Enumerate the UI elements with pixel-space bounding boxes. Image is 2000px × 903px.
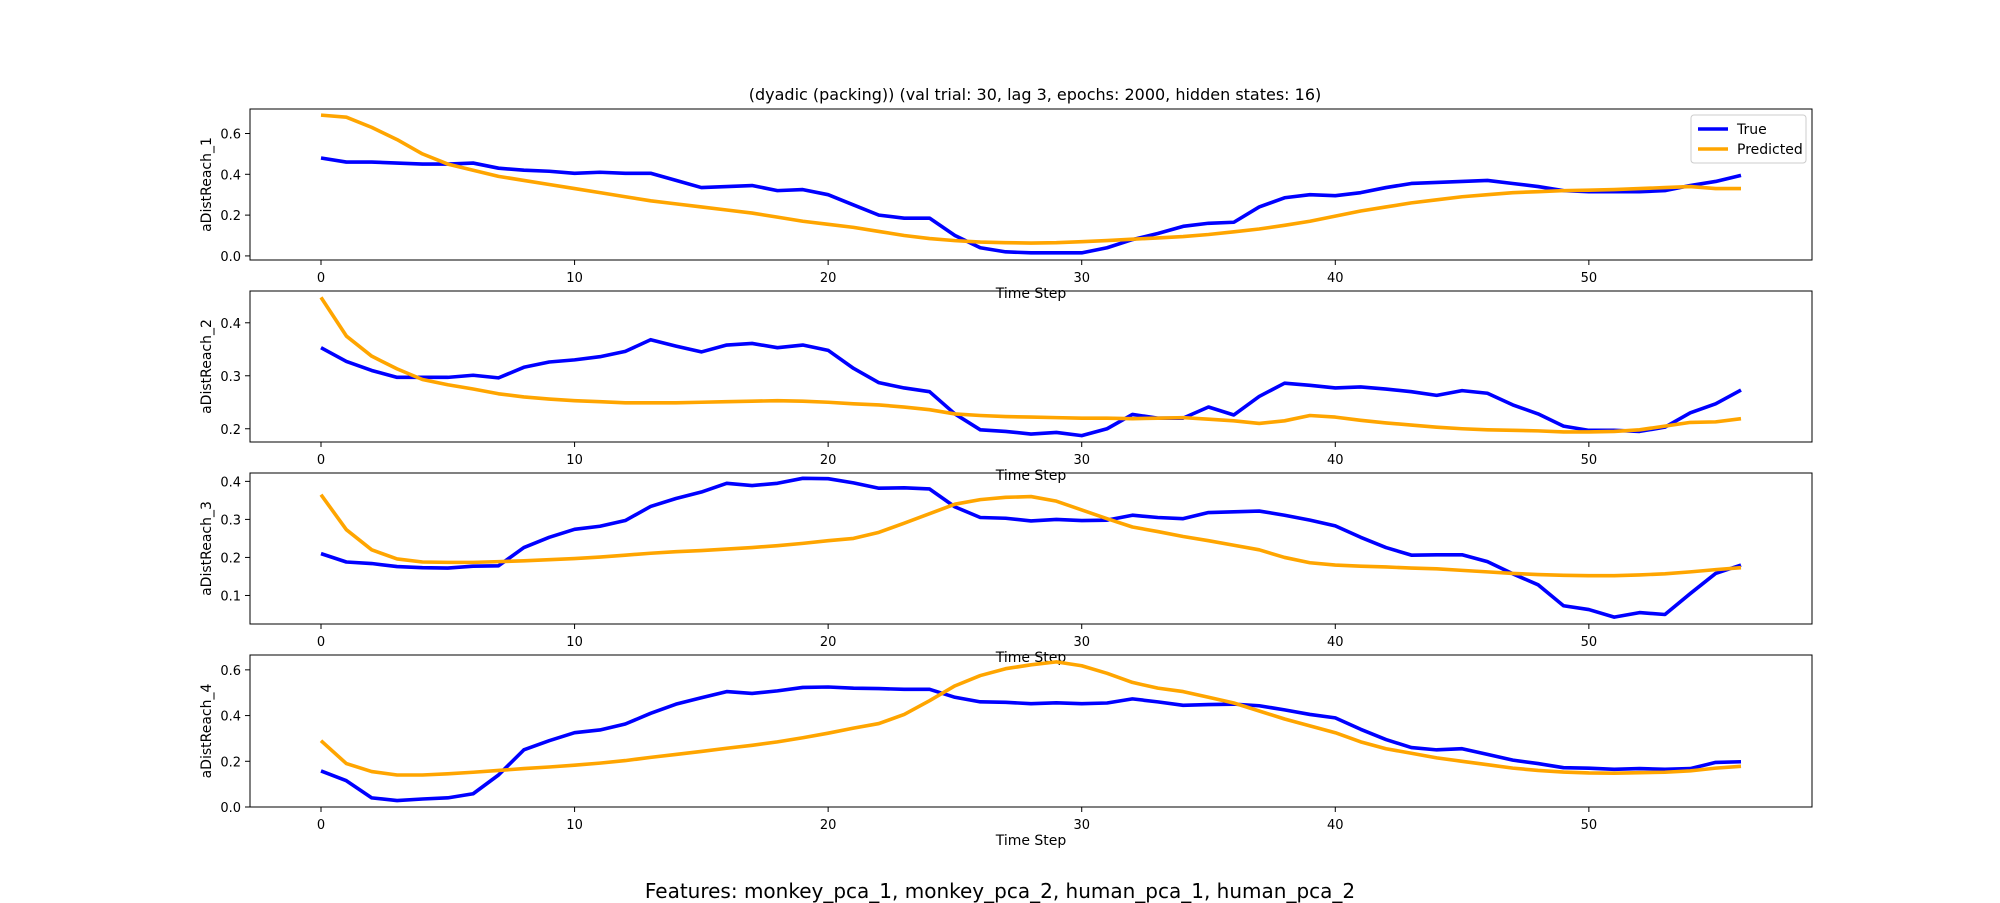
axes-frame — [249, 290, 1813, 443]
x-tick-label: 40 — [1327, 635, 1344, 650]
x-tick-label: 50 — [1581, 818, 1598, 833]
series-line-true — [320, 156, 1742, 255]
x-tick-label: 50 — [1581, 453, 1598, 468]
legend-box — [1690, 114, 1807, 164]
x-tick-label: 30 — [1073, 271, 1090, 286]
axes-frame — [249, 108, 1813, 261]
x-tick-label: 50 — [1581, 271, 1598, 286]
y-tick-label: 0.2 — [220, 423, 241, 438]
subplot-2: 0 10 20 30 40 50 0.2 0.3 0.4 Time Step aDistReach_… — [199, 290, 1813, 484]
y-tick-label: 0.6 — [220, 664, 241, 679]
y-axis-label: aDistReach_2 — [199, 319, 215, 414]
y-tick-label: 0.2 — [220, 755, 241, 770]
y-tick-label: 0.0 — [220, 250, 241, 265]
x-tick-label: 20 — [820, 453, 837, 468]
x-tick-label: 0 — [317, 453, 325, 468]
x-tick-label: 30 — [1073, 818, 1090, 833]
y-tick-label: 0.2 — [220, 209, 241, 224]
series-line-true — [320, 476, 1742, 619]
y-axis-label: aDistReach_4 — [199, 684, 215, 779]
axes-frame — [249, 654, 1813, 808]
subplot-4: 0 10 20 30 40 50 0.0 0.2 0.4 0.6 Time Step aDistRea… — [199, 654, 1813, 849]
x-tick-label: 0 — [317, 818, 325, 833]
x-tick-label: 10 — [566, 635, 583, 650]
y-tick-label: 0.3 — [220, 370, 241, 385]
axes-frame — [249, 472, 1813, 625]
x-tick-label: 30 — [1073, 453, 1090, 468]
x-tick-label: 40 — [1327, 271, 1344, 286]
x-axis-label: Time Step — [995, 286, 1067, 302]
series-line-predicted — [319, 296, 1742, 434]
x-tick-label: 40 — [1327, 453, 1344, 468]
y-tick-label: 0.4 — [220, 710, 241, 725]
x-axis-label: Time Step — [995, 833, 1067, 849]
y-tick-label: 0.0 — [220, 801, 241, 816]
y-tick-label: 0.4 — [220, 168, 241, 183]
x-tick-label: 0 — [317, 635, 325, 650]
y-tick-label: 0.6 — [220, 127, 241, 142]
legend-label-true: True — [1736, 122, 1767, 138]
series-line-predicted — [319, 493, 1742, 578]
y-axis-label: aDistReach_3 — [199, 501, 215, 596]
y-tick-label: 0.2 — [220, 551, 241, 566]
legend: True Predicted — [1690, 114, 1807, 164]
x-tick-label: 10 — [566, 271, 583, 286]
y-axis-label: aDistReach_1 — [199, 137, 215, 232]
x-tick-label: 0 — [317, 271, 325, 286]
x-tick-label: 20 — [820, 635, 837, 650]
subplot-1: 0 10 20 30 40 50 0.0 0.2 0.4 0.6 Time Step aDistRea… — [199, 108, 1813, 302]
y-tick-label: 0.1 — [220, 589, 241, 604]
series-line-predicted — [320, 113, 1741, 245]
x-tick-label: 30 — [1073, 635, 1090, 650]
series-line-true — [320, 337, 1742, 438]
y-tick-label: 0.3 — [220, 513, 241, 528]
series-line-true — [320, 685, 1742, 803]
x-tick-label: 50 — [1581, 635, 1598, 650]
legend-label-predicted: Predicted — [1737, 142, 1803, 158]
y-tick-label: 0.4 — [220, 317, 241, 332]
x-tick-label: 20 — [820, 818, 837, 833]
x-tick-label: 10 — [566, 818, 583, 833]
y-tick-label: 0.4 — [220, 475, 241, 490]
x-tick-label: 40 — [1327, 818, 1344, 833]
features-caption: Features: monkey_pca_1, monkey_pca_2, hu… — [644, 879, 1356, 903]
figure-title: (dyadic (packing)) (val trial: 30, lag 3… — [749, 85, 1322, 104]
series-line-predicted — [319, 660, 1742, 777]
x-tick-label: 20 — [820, 271, 837, 286]
x-tick-label: 10 — [566, 453, 583, 468]
x-axis-label: Time Step — [995, 468, 1067, 484]
